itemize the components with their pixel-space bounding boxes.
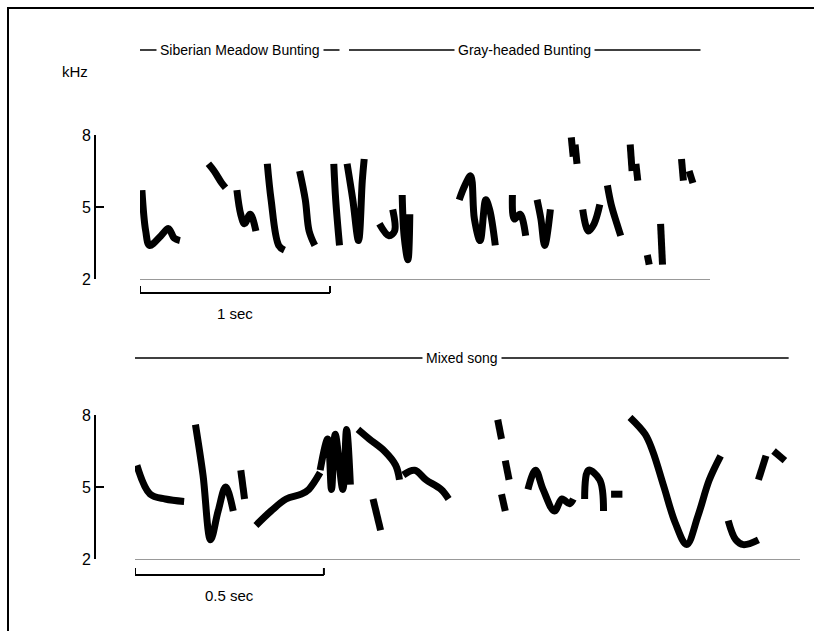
svg-text:5: 5 [82, 199, 91, 216]
svg-text:0.5 sec: 0.5 sec [205, 587, 254, 604]
svg-text:Siberian Meadow Bunting: Siberian Meadow Bunting [160, 42, 320, 58]
svg-text:8: 8 [82, 127, 91, 144]
svg-text:2: 2 [82, 551, 91, 568]
svg-text:Gray-headed Bunting: Gray-headed Bunting [458, 42, 591, 58]
svg-text:8: 8 [82, 407, 91, 424]
svg-text:kHz: kHz [62, 63, 88, 80]
svg-text:2: 2 [82, 271, 91, 288]
svg-text:Mixed song: Mixed song [426, 350, 498, 366]
svg-text:1 sec: 1 sec [217, 305, 253, 322]
svg-text:5: 5 [82, 479, 91, 496]
